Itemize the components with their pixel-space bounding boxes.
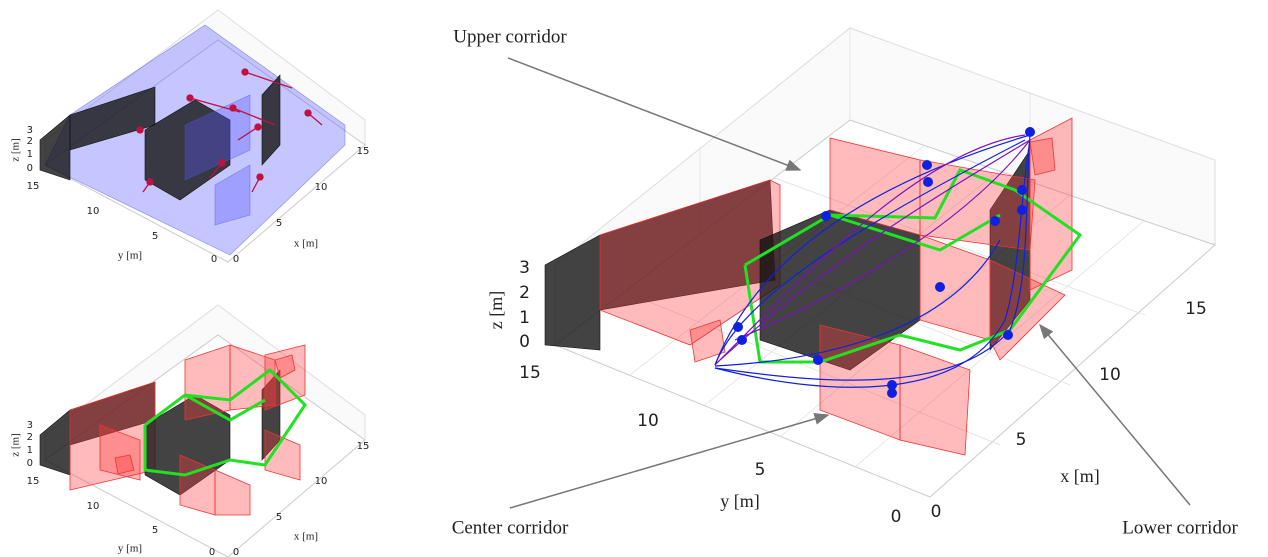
waypoint <box>887 388 897 398</box>
annotation: Center corridor <box>452 517 569 538</box>
y-tick-label: 15 <box>27 181 40 192</box>
waypoint <box>257 174 263 180</box>
figure: 3 2 1 0 z [m] 15 10 5 0 y [m] 0 5 10 15 … <box>0 0 1268 557</box>
x-tick-label: 5 <box>276 512 282 523</box>
waypoint <box>147 179 153 185</box>
waypoint <box>922 160 932 170</box>
waypoint <box>1017 185 1027 195</box>
x-tick-label: 5 <box>1016 430 1027 450</box>
x-tick-label: 15 <box>357 441 370 452</box>
annotation: Upper corridor <box>453 26 567 47</box>
waypoint <box>733 322 743 332</box>
z-axis-label: z [m] <box>10 433 22 457</box>
x-tick-label: 0 <box>233 254 239 265</box>
waypoint <box>935 282 945 292</box>
z-tick-label: 2 <box>519 283 530 303</box>
waypoint <box>255 124 261 130</box>
z-tick-label: 0 <box>27 458 33 469</box>
y-tick-label: 15 <box>27 476 40 487</box>
z-tick-label: 2 <box>27 432 33 443</box>
x-tick-label: 10 <box>315 476 328 487</box>
x-axis-label: x [m] <box>294 531 318 543</box>
waypoint <box>821 211 831 221</box>
y-tick-label: 15 <box>519 363 541 383</box>
x-tick-label: 10 <box>315 182 328 193</box>
z-axis-label: z [m] <box>486 291 506 329</box>
z-tick-label: 1 <box>27 445 33 456</box>
z-tick-label: 1 <box>27 149 33 160</box>
panel-3: 3 2 1 0 z [m] 15 10 5 0 y [m] 0 5 10 15 … <box>486 28 1215 527</box>
y-tick-label: 0 <box>891 507 902 527</box>
x-axis-label: x [m] <box>1060 466 1100 486</box>
waypoint <box>137 127 143 133</box>
waypoint <box>737 335 747 345</box>
waypoint <box>187 95 193 101</box>
y-tick-label: 10 <box>87 501 100 512</box>
x-tick-label: 0 <box>233 547 239 557</box>
z-tick-label: 3 <box>27 420 33 431</box>
waypoint <box>305 110 311 116</box>
x-tick-label: 0 <box>931 502 942 522</box>
x-tick-label: 15 <box>357 146 370 157</box>
z-tick-label: 2 <box>27 136 33 147</box>
z-tick-label: 0 <box>27 163 33 174</box>
z-tick-label: 3 <box>519 258 530 278</box>
z-tick-label: 0 <box>519 332 530 352</box>
y-tick-label: 10 <box>637 411 659 431</box>
waypoint <box>923 177 933 187</box>
y-axis-label: y [m] <box>118 250 142 262</box>
x-tick-label: 10 <box>1099 365 1121 385</box>
y-tick-label: 5 <box>152 525 158 536</box>
waypoint <box>1025 127 1035 137</box>
waypoint <box>1017 205 1027 215</box>
annotation: Lower corridor <box>1122 517 1238 538</box>
x-tick-label: 15 <box>1185 299 1207 319</box>
waypoint <box>219 160 225 166</box>
y-tick-label: 5 <box>152 231 158 242</box>
y-tick-label: 0 <box>209 547 215 557</box>
panel-1: 3 2 1 0 z [m] 15 10 5 0 y [m] 0 5 10 15 … <box>10 10 370 265</box>
y-axis-label: y [m] <box>118 543 142 555</box>
line <box>510 415 828 508</box>
waypoint <box>813 355 823 365</box>
z-tick-label: 3 <box>27 125 33 136</box>
waypoint <box>1003 330 1013 340</box>
x-axis-label: x [m] <box>294 238 318 250</box>
y-tick-label: 10 <box>87 206 100 217</box>
shape <box>545 235 600 350</box>
shape <box>40 410 70 475</box>
waypoint <box>242 69 248 75</box>
y-tick-label: 0 <box>211 254 217 265</box>
panel-2: 3 2 1 0 z [m] 15 10 5 0 y [m] 0 5 10 15 … <box>10 305 370 557</box>
x-tick-label: 5 <box>276 218 282 229</box>
y-tick-label: 5 <box>755 460 766 480</box>
z-tick-label: 1 <box>519 308 530 328</box>
z-axis-label: z [m] <box>10 138 22 162</box>
waypoint <box>990 216 1000 226</box>
shape <box>40 115 70 180</box>
y-axis-label: y [m] <box>720 491 760 511</box>
waypoint <box>230 105 236 111</box>
